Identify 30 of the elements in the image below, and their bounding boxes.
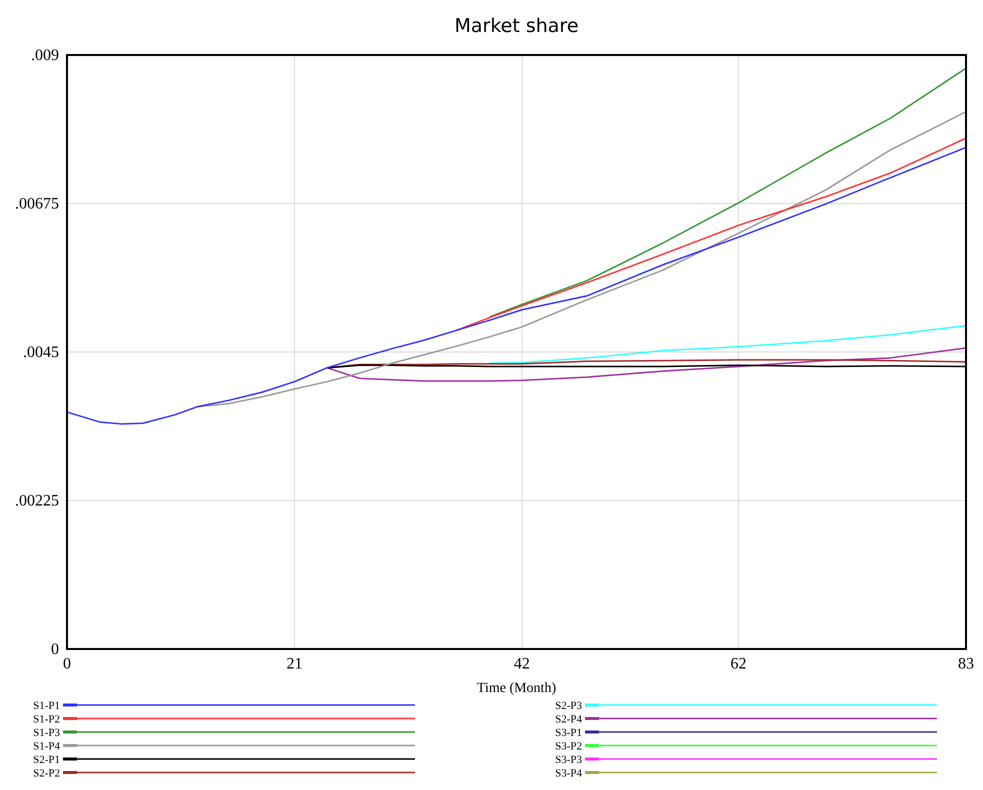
legend-label: S3-P3	[555, 754, 582, 766]
y-tick-label: .0045	[23, 344, 59, 362]
y-tick-label: .00675	[15, 196, 59, 213]
legend-label: S1-P1	[33, 700, 60, 712]
line-series	[488, 324, 967, 364]
line-series	[326, 347, 967, 382]
legend-label: S3-P1	[555, 727, 582, 739]
y-tick-label: .00225	[15, 492, 59, 510]
y-tick-label: 0	[51, 641, 59, 658]
legend-label: S2-P1	[33, 754, 60, 766]
legend-label: S2-P4	[555, 714, 582, 726]
x-tick-label: 62	[730, 655, 747, 672]
legend-label: S1-P2	[33, 714, 60, 726]
x-tick-label: 0	[63, 655, 71, 672]
legend-label: S3-P4	[555, 768, 582, 780]
legend-label: S3-P2	[555, 740, 582, 752]
x-tick-label: 42	[514, 655, 530, 672]
x-tick-label: 83	[958, 655, 974, 672]
legend-label: S1-P4	[33, 740, 60, 752]
legend-label: S2-P3	[555, 700, 582, 712]
line-series	[456, 137, 967, 331]
chart-title: Market share	[454, 15, 579, 37]
x-tick-label: 21	[286, 655, 302, 672]
line-series	[488, 67, 967, 318]
legend-label: S2-P2	[33, 768, 60, 780]
legend-label: S1-P3	[33, 727, 60, 739]
x-axis-title: Time (Month)	[476, 681, 556, 696]
y-tick-label: .009	[31, 47, 59, 64]
line-series	[196, 111, 967, 408]
line-series	[66, 146, 967, 425]
